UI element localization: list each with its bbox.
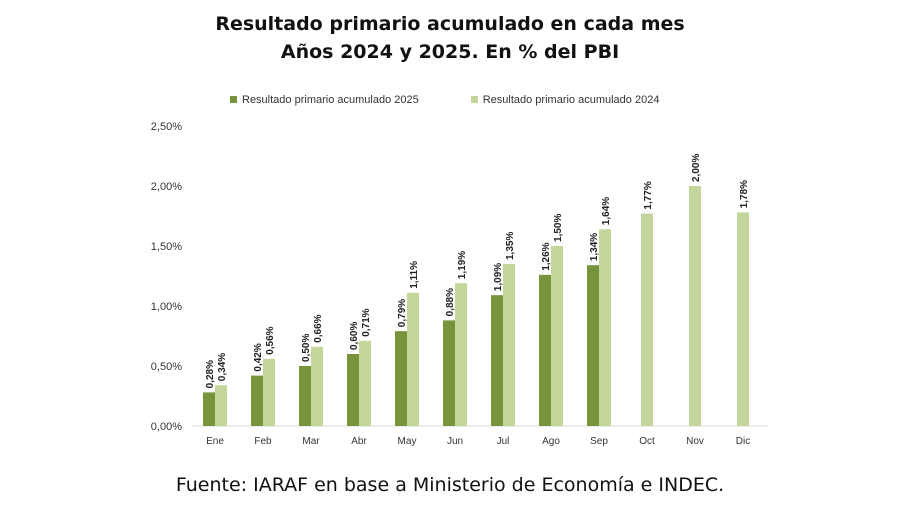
bar-2025 [347,354,359,426]
source-note: Fuente: IARAF en base a Ministerio de Ec… [175,474,725,496]
data-label: 1,26% [541,242,552,270]
y-tick-label: 2,00% [151,181,182,193]
data-label: 1,34% [589,233,600,261]
bar-2024 [455,283,467,426]
data-label: 1,19% [457,251,468,279]
bar-2025 [299,366,311,426]
legend: Resultado primario acumulado 2025 Result… [230,94,659,106]
x-tick-label: Jun [447,436,463,447]
data-label: 0,50% [301,334,312,362]
y-tick-label: 1,50% [151,241,182,253]
data-label: 1,64% [601,197,612,225]
bar-2024 [311,346,323,426]
x-tick-label: Feb [254,436,272,447]
bar-2025 [491,295,503,426]
x-tick-label: Sep [590,436,608,447]
x-tick-label: Oct [639,436,655,447]
data-label: 0,28% [205,360,216,388]
y-tick-label: 0,00% [151,421,182,433]
x-tick-label: Dic [736,436,750,447]
y-tick-label: 2,50% [151,121,182,133]
data-label: 0,56% [265,326,276,354]
data-label: 1,11% [409,261,420,289]
bar-2024 [215,385,227,426]
legend-item-2024: Resultado primario acumulado 2024 [470,94,659,106]
data-label: 0,71% [361,308,372,336]
bar-2025 [251,375,263,426]
data-label: 2,00% [691,154,702,182]
data-label: 1,09% [493,263,504,291]
bar-2024 [263,358,275,426]
data-label: 0,79% [397,299,408,327]
title-line-2: Años 2024 y 2025. En % del PBI [280,41,620,63]
bar-2024 [641,213,653,426]
y-tick-label: 1,00% [151,301,182,313]
bar-2025 [539,274,551,426]
bar-2024 [551,246,563,426]
data-label: 1,77% [643,181,654,209]
bar-2025 [203,392,215,426]
x-tick-label: Jul [497,436,510,447]
bar-2025 [443,320,455,426]
data-label: 0,34% [217,353,228,381]
title-line-1: Resultado primario acumulado en cada mes [215,13,685,35]
x-tick-label: Ago [542,436,560,447]
x-tick-label: Nov [686,436,704,447]
data-label: 1,35% [505,232,516,260]
bar-2024 [359,340,371,426]
chart-title: Resultado primario acumulado en cada mes… [0,10,900,66]
x-tick-label: Mar [302,436,320,447]
x-tick-label: May [398,436,417,447]
bar-2025 [587,265,599,426]
bar-2024 [689,186,701,426]
data-label: 0,66% [313,314,324,342]
data-label: 0,88% [445,288,456,316]
x-tick-label: Abr [351,436,367,447]
legend-item-2025: Resultado primario acumulado 2025 [230,94,419,106]
bar-2024 [503,264,515,426]
data-label: 1,78% [739,180,750,208]
data-label: 1,50% [553,214,564,242]
data-label: 0,60% [349,322,360,350]
bar-2024 [407,292,419,426]
bar-2024 [599,229,611,426]
y-tick-label: 0,50% [151,361,182,373]
bar-2025 [395,331,407,426]
data-label: 0,42% [253,343,264,371]
x-tick-label: Ene [206,436,224,447]
bar-2024 [737,212,749,426]
